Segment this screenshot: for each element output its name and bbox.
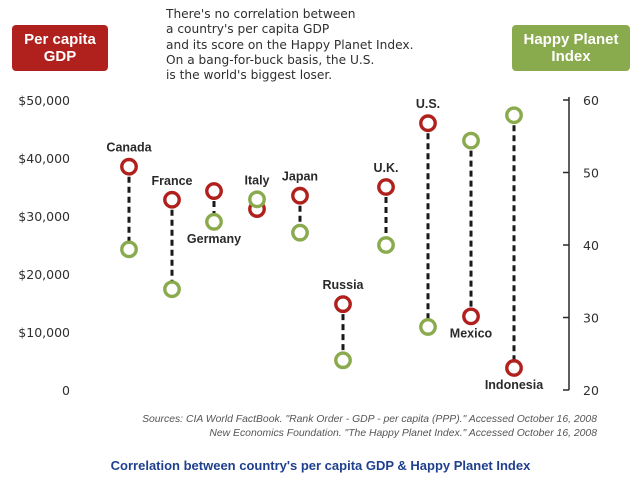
left-axis-tick-label: $30,000 [18,209,70,224]
gdp-point-japan [291,186,309,205]
gdp-point-us [419,114,437,133]
right-axis-tick-label: 50 [583,166,599,181]
source-line: Sources: CIA World FactBook. "Rank Order… [142,414,597,425]
country-label-france: France [152,174,193,188]
hpi-point-france [163,280,181,299]
hpi-point-russia [334,351,352,370]
hpi-point-japan [291,223,309,242]
right-axis-tick-label: 40 [583,238,599,253]
headline-line: and its score on the Happy Planet Index. [166,37,414,52]
hpi-point-canada [120,240,138,259]
gdp-point-russia [334,295,352,314]
left-axis-tick-label: $20,000 [18,267,70,282]
hpi-badge-line2: Index [551,48,591,65]
headline-line: There's no correlation between [166,7,356,21]
gdp-point-indonesia [505,359,523,377]
country-label-italy: Italy [244,173,269,187]
hpi-badge-line1: Happy Planet [523,31,619,48]
left-axis-tick-label: 0 [62,383,70,398]
headline-line: On a bang-for-buck basis, the U.S. [166,52,375,67]
headline-line: a country's per capita GDP [166,22,330,37]
country-label-russia: Russia [323,278,365,292]
source-line: New Economics Foundation. "The Happy Pla… [209,428,597,439]
hpi-axis-badge: Happy Planet Index [512,25,630,71]
country-label-mexico: Mexico [450,326,493,340]
hpi-point-germany [205,212,223,231]
headline-line: is the world's biggest loser. [166,68,333,83]
left-axis-tick-label: $50,000 [18,93,70,108]
left-axis-tick-label: $10,000 [18,325,70,340]
gdp-point-uk [377,178,395,196]
hpi-point-uk [377,236,395,254]
hpi-point-us [419,318,437,336]
left-axis-tick-label: $40,000 [18,151,70,166]
country-label-germany: Germany [187,232,241,246]
gdp-badge-line2: GDP [43,48,77,65]
gdp-point-germany [205,182,223,200]
country-label-indonesia: Indonesia [485,378,544,392]
chart-headline: There's no correlation between a country… [166,7,414,83]
gdp-badge-line1: Per capita [24,31,96,48]
hpi-point-italy [248,190,266,209]
hpi-point-mexico [462,131,480,150]
figure-caption: Correlation between country's per capita… [110,458,531,473]
gdp-point-canada [120,157,138,176]
gdp-point-mexico [462,307,480,326]
right-axis-tick-label: 30 [583,311,599,326]
country-label-uk: U.K. [374,161,399,175]
country-label-japan: Japan [282,170,318,184]
right-axis-tick-label: 60 [583,93,599,108]
hpi-point-indonesia [505,106,523,125]
sources-note: Sources: CIA World FactBook. "Rank Order… [142,413,597,441]
right-axis-tick-label: 20 [583,383,599,398]
gdp-point-france [163,190,181,209]
country-label-canada: Canada [106,141,152,155]
country-label-us: U.S. [416,97,440,111]
gdp-axis-badge: Per capita GDP [12,25,108,71]
